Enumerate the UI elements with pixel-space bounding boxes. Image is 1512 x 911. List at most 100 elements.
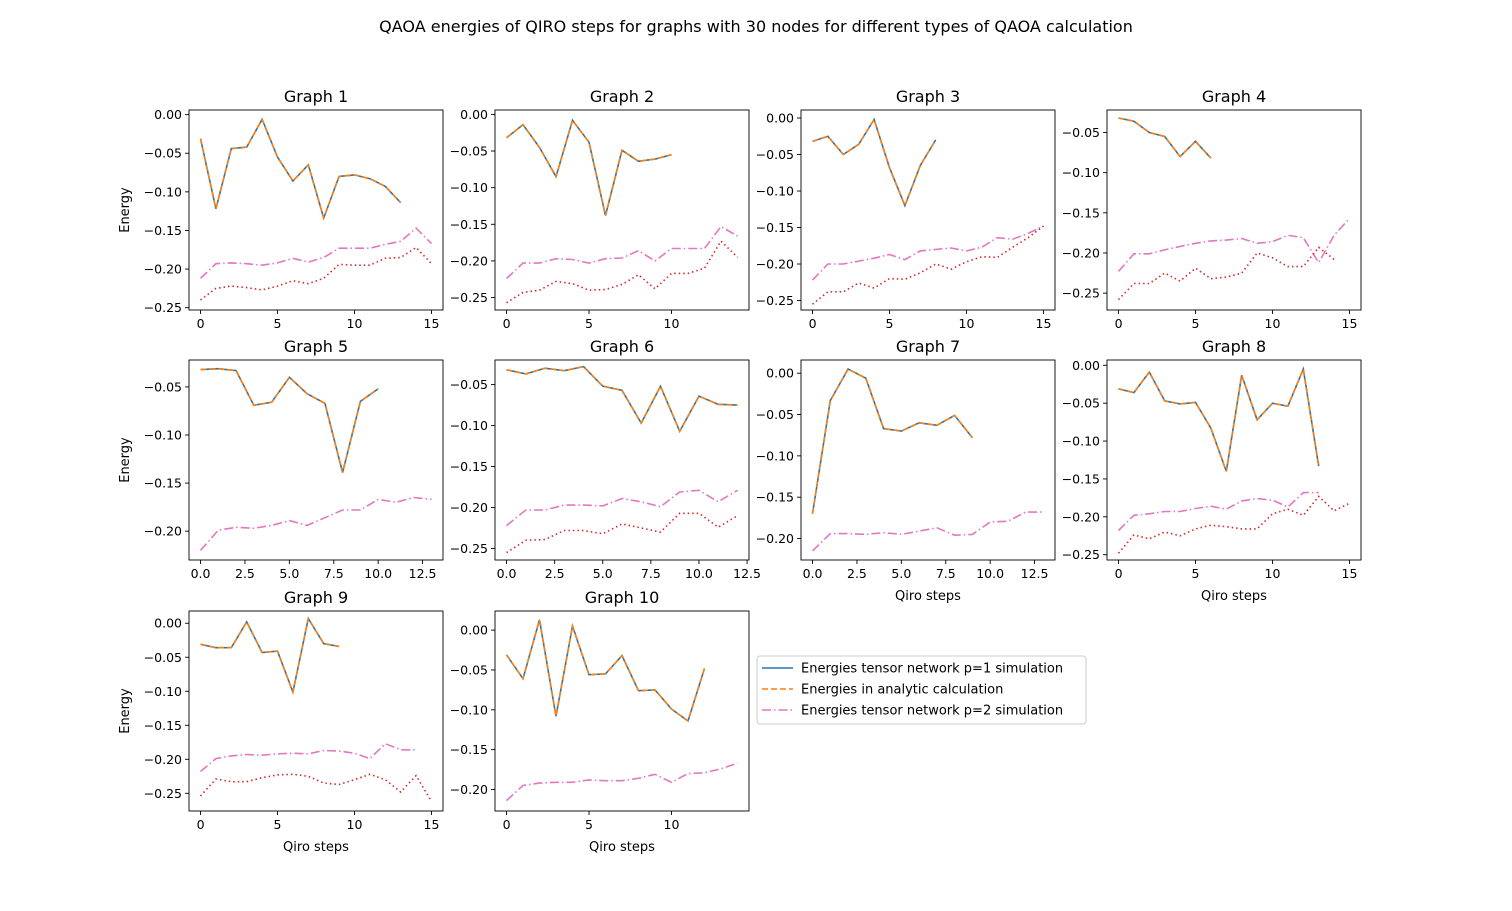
series-tn-p2-line <box>811 225 1044 281</box>
x-tick-label: 15 <box>424 316 440 331</box>
y-tick-label: 0.00 <box>766 366 794 381</box>
x-tick-label: 5 <box>886 316 894 331</box>
y-tick-label: −0.15 <box>450 217 488 232</box>
y-tick-label: 0.00 <box>460 107 488 122</box>
series-analytic-line <box>199 117 402 221</box>
y-tick-label: −0.25 <box>144 300 182 315</box>
subplot-graph-8: 0 5 10 15 0.00 −0.05 −0.10 −0.15 −0.20 −0.25 Graph… <box>1062 337 1362 604</box>
y-tick-label: −0.15 <box>1062 471 1100 486</box>
y-tick-label: 0.00 <box>154 107 182 122</box>
x-tick-label: 0 <box>1115 566 1123 581</box>
y-tick-label: −0.15 <box>1062 205 1100 220</box>
series-analytic-line <box>506 365 738 434</box>
x-tick-label: 0 <box>197 316 205 331</box>
axes-frame <box>494 610 750 812</box>
series-analytic-line <box>1118 366 1320 472</box>
y-tick-label: −0.10 <box>144 428 182 443</box>
x-tick-label: 7.5 <box>324 566 344 581</box>
y-tick-label: −0.10 <box>450 418 488 433</box>
x-tick-label: 0 <box>503 817 511 832</box>
y-tick-label: −0.05 <box>756 147 794 162</box>
series-tn-p2-line <box>505 762 738 802</box>
x-tick-label: 0 <box>1115 316 1123 331</box>
x-tick-label: 10 <box>664 316 680 331</box>
subplot-title: Graph 1 <box>284 87 348 106</box>
subplot-title: Graph 4 <box>1202 87 1266 106</box>
x-tick-label: 10 <box>1265 566 1281 581</box>
x-tick-label: 2.5 <box>847 566 867 581</box>
series-dotted-line <box>506 239 739 304</box>
plot-lines <box>811 117 1044 305</box>
y-tick-label: 0.00 <box>1072 358 1100 373</box>
axes-frame <box>188 359 444 561</box>
axes-frame <box>494 109 750 311</box>
x-tick-label: 2.5 <box>545 566 565 581</box>
series-analytic-line <box>811 368 974 514</box>
axes-frame <box>188 610 444 812</box>
y-tick-label: −0.15 <box>450 742 488 757</box>
plot-lines <box>1117 117 1351 301</box>
x-axis-label: Qiro steps <box>895 589 961 604</box>
y-tick-label: −0.20 <box>756 531 794 546</box>
x-tick-label: 15 <box>1342 566 1358 581</box>
y-tick-label: −0.05 <box>144 146 182 161</box>
y-tick-label: −0.25 <box>1062 286 1100 301</box>
x-tick-label: 5 <box>585 316 593 331</box>
y-tick-label: −0.05 <box>450 377 488 392</box>
x-tick-label: 5.0 <box>279 566 299 581</box>
y-tick-label: −0.10 <box>756 448 794 463</box>
subplot-title: Graph 8 <box>1202 337 1266 356</box>
x-tick-label: 10.0 <box>685 566 713 581</box>
series-tn-p2-line <box>199 742 417 773</box>
y-tick-label: −0.05 <box>144 650 182 665</box>
x-tick-label: 0 <box>503 316 511 331</box>
x-axis-label: Qiro steps <box>589 840 655 855</box>
subplot-graph-6: 0.0 2.5 5.0 7.5 10.0 12.5 −0.05 −0.10 −0.15 −0.20… <box>450 337 761 581</box>
series-dotted-line <box>200 246 433 301</box>
x-tick-label: 10 <box>664 817 680 832</box>
x-tick-label: 5.0 <box>593 566 613 581</box>
y-tick-label: −0.15 <box>450 459 488 474</box>
x-tick-label: 0.0 <box>803 566 823 581</box>
subplot-title: Graph 10 <box>585 588 660 607</box>
y-axis-label: Energy <box>118 688 133 734</box>
x-axis-label: Qiro steps <box>1201 589 1267 604</box>
y-tick-label: −0.20 <box>756 257 794 272</box>
y-tick-label: −0.15 <box>144 718 182 733</box>
subplot-title: Graph 9 <box>284 588 348 607</box>
y-tick-label: 0.00 <box>766 111 794 126</box>
x-tick-label: 12.5 <box>1021 566 1049 581</box>
x-tick-label: 10 <box>347 316 363 331</box>
x-tick-label: 15 <box>1342 316 1358 331</box>
y-tick-label: −0.20 <box>144 524 182 539</box>
legend-entry-label: Energies tensor network p=1 simulation <box>801 662 1063 677</box>
series-analytic-line <box>1118 117 1212 159</box>
y-tick-label: −0.20 <box>450 253 488 268</box>
axes-frame <box>1106 109 1362 311</box>
series-analytic-line <box>506 118 672 216</box>
y-tick-label: 0.00 <box>154 616 182 631</box>
y-tick-label: −0.05 <box>756 407 794 422</box>
y-tick-label: −0.10 <box>450 180 488 195</box>
subplot-graph-1: 0 5 10 15 0.00 −0.05 −0.10 −0.15 −0.20 −0.25 Graph… <box>118 87 444 331</box>
y-tick-label: −0.10 <box>1062 434 1100 449</box>
x-tick-label: 0 <box>197 817 205 832</box>
legend-entry-label: Energies in analytic calculation <box>801 683 1003 698</box>
y-axis-label: Energy <box>118 437 133 483</box>
plot-lines <box>505 118 739 304</box>
y-tick-label: −0.10 <box>450 702 488 717</box>
x-tick-label: 15 <box>1036 316 1052 331</box>
axes-frame <box>494 359 750 561</box>
y-tick-label: −0.15 <box>756 220 794 235</box>
y-tick-label: −0.25 <box>756 293 794 308</box>
series-tn-p2-line <box>505 489 738 527</box>
plot-lines <box>505 365 738 554</box>
y-tick-label: −0.05 <box>1062 396 1100 411</box>
y-tick-label: −0.15 <box>756 490 794 505</box>
x-tick-label: 0.0 <box>191 566 211 581</box>
x-tick-label: 10 <box>347 817 363 832</box>
plot-lines <box>199 367 432 551</box>
plot-lines <box>199 616 433 802</box>
